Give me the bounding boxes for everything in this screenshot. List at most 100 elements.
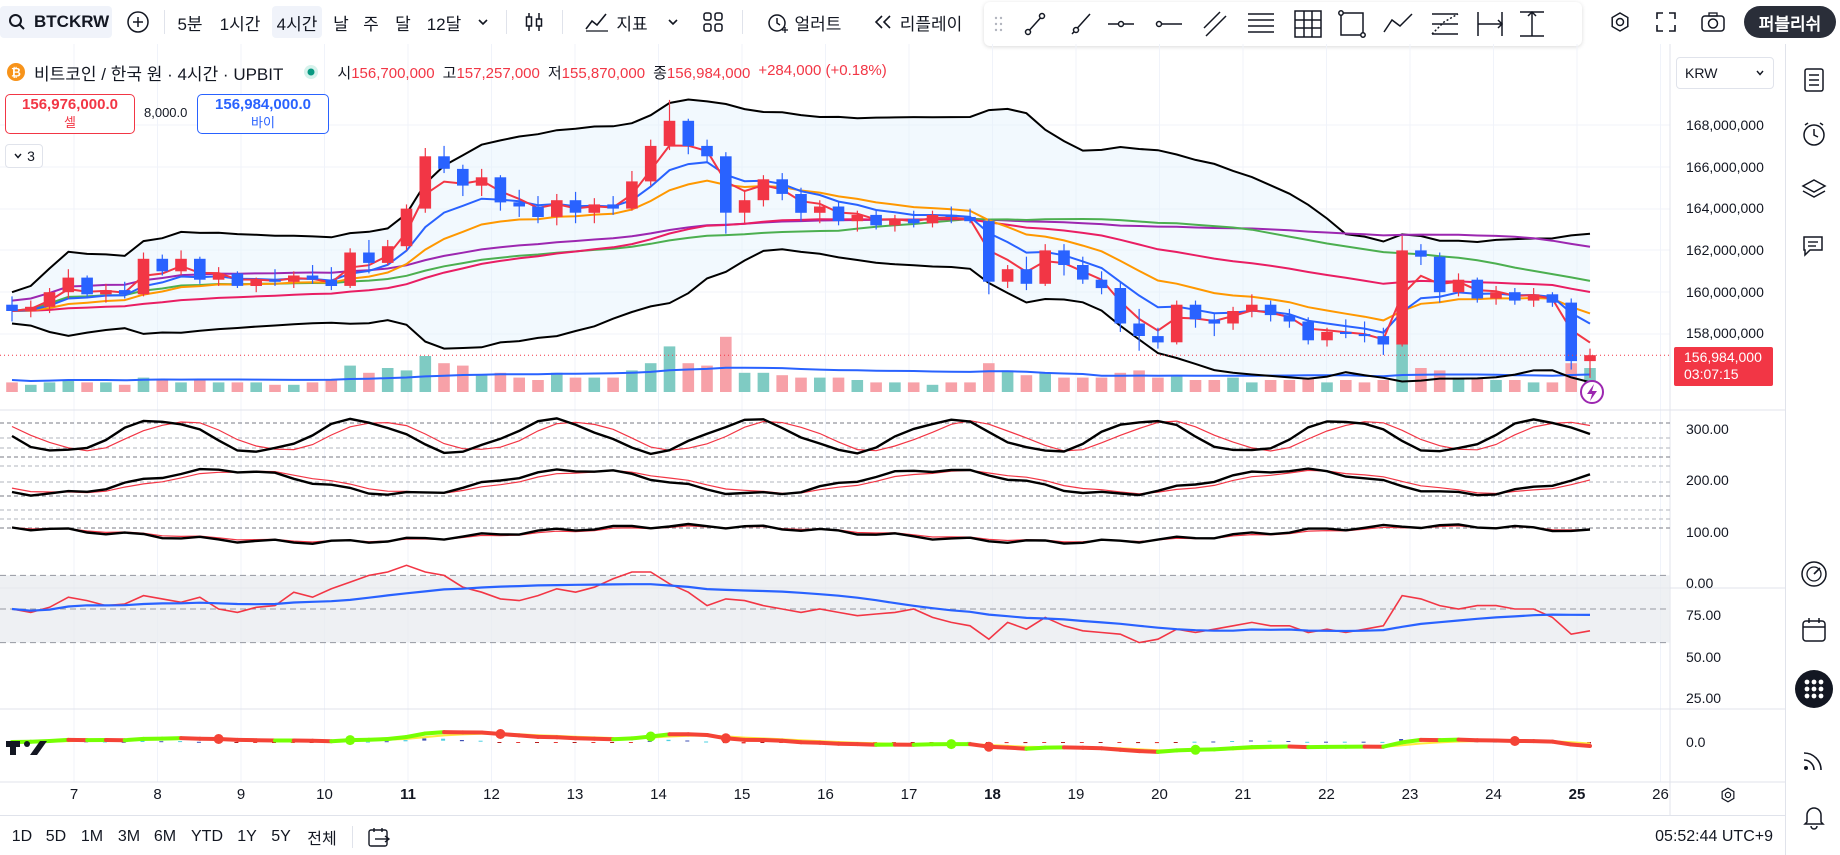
candle-body <box>1189 304 1202 320</box>
volume-bar <box>1246 382 1258 392</box>
candle-body <box>588 204 601 213</box>
interval-5m[interactable]: 5분 <box>177 14 203 34</box>
interval-12month[interactable]: 12달 <box>426 14 462 34</box>
range-ytd[interactable]: YTD <box>191 828 223 845</box>
fib-retracement-icon[interactable] <box>1431 13 1459 35</box>
object-tree-button[interactable] <box>1798 174 1830 206</box>
fullscreen-button[interactable] <box>1650 6 1682 38</box>
chart-canvas[interactable] <box>0 44 1785 855</box>
indicators-button[interactable]: 지표 <box>578 6 654 38</box>
range-1y[interactable]: 1Y <box>237 828 257 845</box>
time-axis-label: 24 <box>1485 786 1502 803</box>
calendar-button[interactable] <box>1798 614 1830 646</box>
layout-button[interactable] <box>698 6 728 38</box>
osc-main-line <box>11 467 1591 497</box>
trend-line-icon[interactable] <box>1024 12 1046 36</box>
candle-body <box>1264 304 1277 316</box>
apps-button[interactable] <box>1795 670 1833 708</box>
volume-bar <box>1114 372 1127 392</box>
toolbar-divider <box>562 10 563 34</box>
ideas-button[interactable] <box>1798 558 1830 590</box>
path-icon[interactable] <box>1383 13 1413 33</box>
alerts-panel-button[interactable] <box>1798 118 1830 150</box>
bottom-divider <box>352 826 353 848</box>
macd-histogram-bar <box>1004 742 1009 744</box>
price-range-icon[interactable] <box>1520 10 1544 37</box>
macd-line-segment <box>554 735 578 741</box>
drag-handle-icon[interactable] <box>994 16 1003 32</box>
candle-body <box>100 290 112 295</box>
macd-line-segment <box>1212 746 1236 752</box>
watchlist-button[interactable] <box>1798 64 1830 96</box>
macd-cross-dot <box>1509 736 1520 746</box>
interval-day[interactable]: 날 <box>333 14 349 34</box>
range-1m[interactable]: 1M <box>80 828 104 845</box>
range-all[interactable]: 전체 <box>307 831 337 848</box>
publish-button[interactable]: 퍼블리쉬 <box>1744 6 1836 38</box>
chats-button[interactable] <box>1798 230 1830 262</box>
range-3m[interactable]: 3M <box>117 828 141 845</box>
interval-dropdown[interactable] <box>470 6 496 38</box>
interval-1h[interactable]: 1시간 <box>219 14 261 34</box>
compare-symbol-button[interactable] <box>122 6 154 38</box>
volume-bar <box>682 363 695 392</box>
rectangle-icon[interactable] <box>1338 10 1366 38</box>
macd-line-segment <box>1024 745 1048 751</box>
chart-type-button[interactable] <box>518 6 550 38</box>
range-6m[interactable]: 6M <box>153 828 177 845</box>
indicator-templates-dropdown[interactable] <box>660 6 686 38</box>
parallel-channel-icon[interactable] <box>1203 11 1227 37</box>
candle <box>1058 244 1070 276</box>
candle <box>1302 317 1314 345</box>
candle-body <box>851 214 864 222</box>
candle <box>250 277 262 293</box>
stream-button[interactable] <box>1798 744 1830 776</box>
axis-settings-button[interactable] <box>1716 783 1740 807</box>
goto-date-button[interactable] <box>364 824 394 850</box>
sell-button[interactable]: 156,976,000.0 셀 <box>5 94 135 134</box>
horizontal-ray-icon[interactable] <box>1155 20 1182 28</box>
candle <box>1095 271 1108 295</box>
interval-month[interactable]: 달 <box>395 14 411 34</box>
pitchfork-lines-icon[interactable] <box>1248 13 1274 33</box>
range-1d[interactable]: 1D <box>11 828 33 845</box>
range-5y[interactable]: 5Y <box>271 828 291 845</box>
candle <box>964 208 976 224</box>
settings-button[interactable] <box>1604 6 1636 38</box>
candle-body <box>1527 294 1540 301</box>
gann-grid-icon[interactable] <box>1294 10 1322 38</box>
clock-timezone[interactable]: 05:52:44 UTC+9 <box>1655 828 1773 845</box>
dots-grid-icon <box>1804 679 1824 699</box>
indicators-collapse-button[interactable]: 3 <box>5 144 43 168</box>
interval-week[interactable]: 주 <box>363 14 379 34</box>
ray-icon[interactable] <box>1071 13 1091 35</box>
volume-bar <box>475 375 488 392</box>
replay-button[interactable]: 리플레이 <box>864 6 970 38</box>
volume-bar <box>1584 368 1596 392</box>
symbol-search-button[interactable]: BTCKRW <box>0 6 112 38</box>
candle <box>1509 288 1521 305</box>
macd-pane <box>9 729 1592 755</box>
chart-title[interactable]: 비트코인 / 한국 원 · 4시간 · UPBIT <box>34 64 284 84</box>
range-5d[interactable]: 5D <box>45 828 67 845</box>
date-range-icon[interactable] <box>1477 12 1504 36</box>
buy-button[interactable]: 156,984,000.0 바이 <box>197 94 329 134</box>
macd-histogram-bar <box>1154 742 1159 744</box>
candle <box>644 139 657 186</box>
notifications-button[interactable] <box>1798 800 1830 832</box>
horizontal-line-icon[interactable] <box>1108 20 1134 28</box>
alert-button[interactable]: 얼러트 <box>758 6 848 38</box>
interval-4h[interactable]: 4시간 <box>272 6 322 38</box>
grid-layout-icon <box>703 12 723 32</box>
volume-bar <box>306 382 319 392</box>
snapshot-button[interactable] <box>1696 6 1730 38</box>
currency-select[interactable]: KRW <box>1676 57 1774 89</box>
candle-body <box>776 179 788 194</box>
macd-line-segment <box>47 737 71 743</box>
candle-body <box>194 258 206 280</box>
alarm-clock-icon <box>767 14 788 33</box>
volume-bar <box>1358 382 1371 392</box>
candle-body <box>701 145 713 157</box>
macd-histogram-bar <box>234 742 239 743</box>
candle <box>1001 265 1014 289</box>
